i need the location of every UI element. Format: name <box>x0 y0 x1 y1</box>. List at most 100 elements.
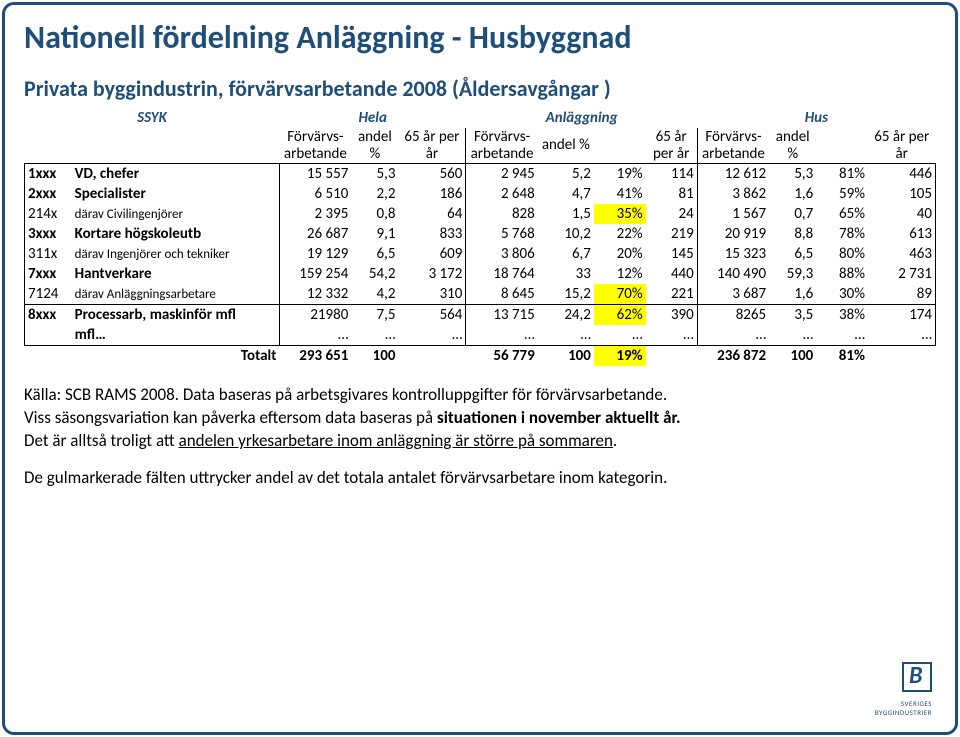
label-anl: Anläggning <box>466 108 697 128</box>
table-cell: 8 645 <box>466 284 538 305</box>
table-cell: 64 <box>398 204 465 224</box>
table-cell: 7124 <box>25 284 72 305</box>
table-cell: Hantverkare <box>72 264 280 284</box>
table-cell: 9,1 <box>351 224 398 244</box>
col-head: 65 årper år <box>646 128 698 164</box>
col-head <box>594 128 646 164</box>
table-cell: 3 862 <box>697 184 769 204</box>
table-cell: 4,7 <box>538 184 594 204</box>
table-cell: 8,8 <box>769 224 816 244</box>
logo-text: SVERIGESBYGGINDUSTRIER <box>875 699 932 717</box>
total-cell <box>646 346 698 367</box>
table-row: 8xxxProcessarb, maskinför mfl219807,5564… <box>25 305 936 326</box>
total-cell: 81% <box>816 346 868 367</box>
table-cell: 7,5 <box>351 305 398 326</box>
table-cell: 20 919 <box>697 224 769 244</box>
col-head: Förvärvs-arbetande <box>697 128 769 164</box>
table-cell: därav Ingenjörer och tekniker <box>72 244 280 264</box>
col-head: andel % <box>538 128 594 164</box>
note-text: . <box>613 430 617 451</box>
table-cell: 463 <box>868 244 936 264</box>
table-cell: 2,2 <box>351 184 398 204</box>
table-cell: 219 <box>646 224 698 244</box>
table-cell: 4,2 <box>351 284 398 305</box>
table-cell: 5,2 <box>538 164 594 185</box>
table-cell: 1,5 <box>538 204 594 224</box>
table-cell: 18 764 <box>466 264 538 284</box>
table-cell: … <box>279 325 351 346</box>
table-cell: 65% <box>816 204 868 224</box>
note-text: situationen i november aktuellt år. <box>437 407 681 428</box>
table-cell: 33 <box>538 264 594 284</box>
table-cell: 88% <box>816 264 868 284</box>
logo-mark-icon <box>902 662 932 692</box>
table-cell: 145 <box>646 244 698 264</box>
table-cell: 19% <box>594 164 646 185</box>
table-cell: 214x <box>25 204 72 224</box>
table-cell: 40 <box>868 204 936 224</box>
total-cell: 236 872 <box>697 346 769 367</box>
table-row: 3xxxKortare högskoleutb26 6879,18335 768… <box>25 224 936 244</box>
table-cell: 3,5 <box>769 305 816 326</box>
table-cell: 613 <box>868 224 936 244</box>
table-cell: 81% <box>816 164 868 185</box>
table-cell: 7xxx <box>25 264 72 284</box>
total-cell <box>868 346 936 367</box>
table-cell: 446 <box>868 164 936 185</box>
table-cell: 54,2 <box>351 264 398 284</box>
total-cell <box>398 346 465 367</box>
table-cell: 609 <box>398 244 465 264</box>
table-cell: 15 323 <box>697 244 769 264</box>
table-row: 214xdärav Civilingenjörer2 3950,8648281,… <box>25 204 936 224</box>
table-cell <box>25 325 72 346</box>
table-cell: 26 687 <box>279 224 351 244</box>
table-cell: 2 395 <box>279 204 351 224</box>
total-cell: 100 <box>351 346 398 367</box>
table-cell: 310 <box>398 284 465 305</box>
table-cell: 2 731 <box>868 264 936 284</box>
table-cell: … <box>351 325 398 346</box>
note-text: andelen yrkesarbetare inom anläggning är… <box>179 430 613 451</box>
table-cell: 19 129 <box>279 244 351 264</box>
table-cell: 30% <box>816 284 868 305</box>
label-hus: Hus <box>697 108 935 128</box>
note-text: Källa: SCB RAMS 2008. Data baseras på ar… <box>24 384 667 405</box>
table-cell: 78% <box>816 224 868 244</box>
table-cell: … <box>466 325 538 346</box>
table-cell: 6,7 <box>538 244 594 264</box>
table-cell: 833 <box>398 224 465 244</box>
table-cell: 35% <box>594 204 646 224</box>
data-table: SSYK Hela Anläggning Hus Förvärvs-arbeta… <box>24 108 936 366</box>
table-cell: 8xxx <box>25 305 72 326</box>
table-row: 1xxxVD, chefer15 5575,35602 9455,219%114… <box>25 164 936 185</box>
table-cell: 140 490 <box>697 264 769 284</box>
table-cell: 41% <box>594 184 646 204</box>
table-row: 2xxxSpecialister6 5102,21862 6484,741%81… <box>25 184 936 204</box>
table-cell: 8265 <box>697 305 769 326</box>
table-cell: 0,7 <box>769 204 816 224</box>
table-cell: 1 567 <box>697 204 769 224</box>
table-cell: 221 <box>646 284 698 305</box>
table-cell: 114 <box>646 164 698 185</box>
footnotes: Källa: SCB RAMS 2008. Data baseras på ar… <box>24 384 936 490</box>
table-cell: 5 768 <box>466 224 538 244</box>
table-cell: … <box>868 325 936 346</box>
note-text: Viss säsongsvariation kan påverka efters… <box>24 407 437 428</box>
table-cell: 105 <box>868 184 936 204</box>
table-cell: 59,3 <box>769 264 816 284</box>
table-cell: därav Civilingenjörer <box>72 204 280 224</box>
label-ssyk: SSYK <box>25 108 280 128</box>
table-cell: 1xxx <box>25 164 72 185</box>
total-cell: 293 651 <box>279 346 351 367</box>
col-head: Förvärvs-arbetande <box>466 128 538 164</box>
col-head: 65 år perår <box>868 128 936 164</box>
table-cell: 186 <box>398 184 465 204</box>
table-cell: 12% <box>594 264 646 284</box>
table-cell: 564 <box>398 305 465 326</box>
table-cell: Kortare högskoleutb <box>72 224 280 244</box>
table-cell: 15,2 <box>538 284 594 305</box>
total-cell: 100 <box>538 346 594 367</box>
total-cell: 56 779 <box>466 346 538 367</box>
total-cell: 100 <box>769 346 816 367</box>
table-cell: 70% <box>594 284 646 305</box>
